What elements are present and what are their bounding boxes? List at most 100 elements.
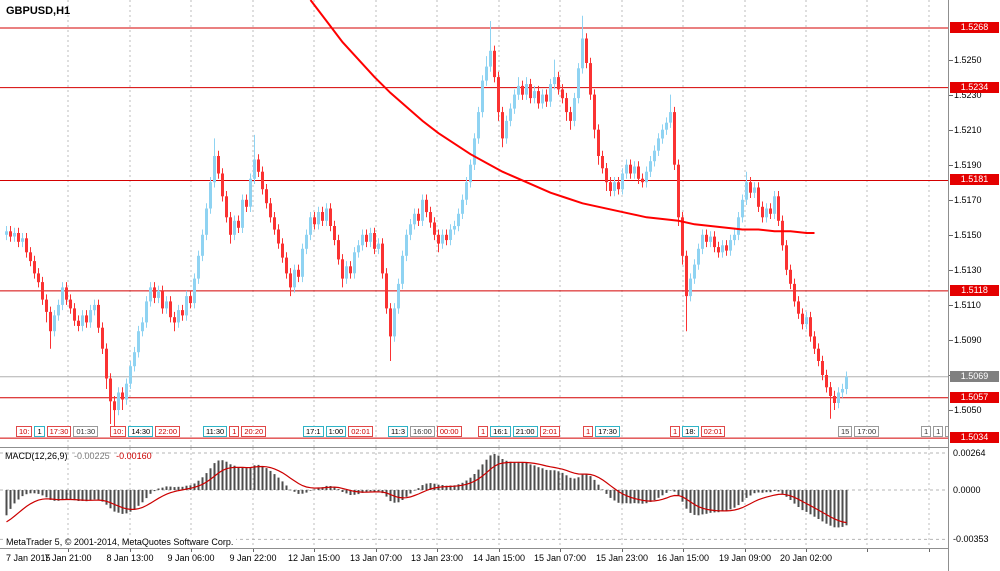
price-level-badge[interactable]: 1.5118 <box>950 285 999 296</box>
trade-tag[interactable]: 22:00 <box>155 426 180 437</box>
candle-body <box>5 231 8 235</box>
trade-tag[interactable]: 11:30 <box>203 426 228 437</box>
macd-histogram-bar <box>645 490 648 504</box>
macd-signal-line <box>6 461 847 524</box>
candle-body <box>733 234 736 241</box>
candle-body <box>609 182 612 191</box>
trade-tag-group: 1 17:30 <box>583 426 620 437</box>
candle-body <box>713 236 716 248</box>
panel-separator-top[interactable] <box>0 447 1000 448</box>
macd-histogram-bar <box>597 484 600 490</box>
price-level-badge[interactable]: 1.5234 <box>950 82 999 93</box>
trade-tag[interactable]: 01:30 <box>73 426 99 437</box>
candle <box>829 382 832 419</box>
candle-body <box>725 245 728 251</box>
candle-body <box>581 38 584 69</box>
macd-histogram-bar <box>489 455 492 490</box>
candle-body <box>385 273 388 309</box>
candle <box>573 92 576 127</box>
candle-body <box>289 273 292 288</box>
macd-histogram-bar <box>109 490 112 509</box>
trade-tag[interactable]: 21:00 <box>512 426 538 437</box>
trade-tag[interactable]: 15 <box>838 426 853 437</box>
macd-histogram-bar <box>545 469 548 490</box>
macd-histogram-bar <box>729 490 732 510</box>
trade-tag[interactable]: 1 <box>921 426 932 437</box>
candle <box>493 45 496 83</box>
candle <box>225 191 228 223</box>
trade-tag-group: 10: 1 17:30 01:30 <box>16 426 99 437</box>
trade-tag[interactable]: 1:00 <box>325 426 347 437</box>
candle <box>445 229 448 246</box>
price-level-badge[interactable]: 1.5181 <box>950 174 999 185</box>
trade-tag[interactable]: 10: <box>16 426 33 437</box>
candle <box>701 229 704 255</box>
macd-histogram-bar <box>581 474 584 490</box>
trade-tag[interactable]: 00:00 <box>436 426 462 437</box>
candle-body <box>121 392 124 400</box>
macd-histogram-bar <box>693 490 696 515</box>
candle <box>261 166 264 195</box>
candle-body <box>533 91 536 99</box>
candle <box>385 268 388 314</box>
trade-tag[interactable]: 10: <box>110 426 127 437</box>
candle <box>105 343 108 389</box>
trade-tag[interactable]: 17:30 <box>595 426 620 437</box>
macd-histogram-bar <box>485 459 488 490</box>
trade-tag[interactable]: 1 <box>583 426 594 437</box>
candle <box>53 310 56 337</box>
price-level-badge[interactable]: 1.5268 <box>950 22 999 33</box>
trade-tag[interactable]: 1 <box>229 426 240 437</box>
trade-tag[interactable]: 18: <box>682 426 699 437</box>
candle <box>665 117 668 135</box>
candle <box>9 226 12 242</box>
macd-histogram-bar <box>277 477 280 490</box>
trade-tag[interactable]: 11:3 <box>388 426 409 437</box>
trade-tag[interactable]: 02:01 <box>348 426 373 437</box>
candle-body <box>821 361 824 375</box>
time-tick-mark <box>376 549 377 552</box>
candle <box>825 369 828 393</box>
macd-panel-canvas[interactable] <box>0 448 948 548</box>
trade-tag[interactable]: 2:01 <box>539 426 561 437</box>
macd-histogram-bar <box>717 490 720 513</box>
time-axis[interactable]: 7 Jan 2015 7 Jan 21:00 8 Jan 13:00 9 Jan 06… <box>0 549 948 571</box>
macd-histogram-bar <box>505 460 508 490</box>
candle <box>845 371 848 395</box>
candle <box>749 177 752 198</box>
candle <box>669 94 672 128</box>
candle <box>589 57 592 100</box>
trade-tag[interactable]: 17:30 <box>46 426 72 437</box>
candle <box>437 229 440 253</box>
macd-histogram-bar <box>497 455 500 490</box>
candle-body <box>617 182 620 190</box>
candle <box>269 198 272 223</box>
price-axis[interactable]: 1.5250 1.5230 1.5210 1.5190 1.5170 1.5150 1.51… <box>948 0 1000 571</box>
candle-body <box>517 85 520 95</box>
trade-tag[interactable]: 02:01 <box>700 426 726 437</box>
candle-body <box>697 248 700 265</box>
price-chart-canvas[interactable] <box>0 0 948 447</box>
trade-tag[interactable]: 1 <box>34 426 45 437</box>
trade-tag[interactable]: 14:30 <box>128 426 154 437</box>
macd-histogram-bar <box>413 490 416 491</box>
trade-tag[interactable]: 16:00 <box>410 426 435 437</box>
candle <box>197 250 200 284</box>
macd-histogram-bar <box>117 490 120 513</box>
macd-histogram-bar <box>657 490 660 498</box>
trade-tag[interactable]: 1 <box>478 426 489 437</box>
candle-body <box>109 378 112 402</box>
trade-tag[interactable]: 17:1 <box>303 426 324 437</box>
candle-body <box>65 287 68 300</box>
trade-tag[interactable]: 17:00 <box>854 426 880 437</box>
trade-tag[interactable]: 1 <box>933 426 944 437</box>
candle-body <box>541 94 544 104</box>
price-level-badge[interactable]: 1.5057 <box>950 392 999 403</box>
candle-body <box>37 273 40 283</box>
trade-tag[interactable]: 16:1 <box>490 426 511 437</box>
price-tick-mark <box>949 235 953 236</box>
time-axis-label: 12 Jan 15:00 <box>287 553 341 563</box>
price-level-badge[interactable]: 1.5034 <box>950 432 999 443</box>
trade-tag[interactable]: 1 <box>670 426 681 437</box>
trade-tag[interactable]: 20:20 <box>241 426 267 437</box>
